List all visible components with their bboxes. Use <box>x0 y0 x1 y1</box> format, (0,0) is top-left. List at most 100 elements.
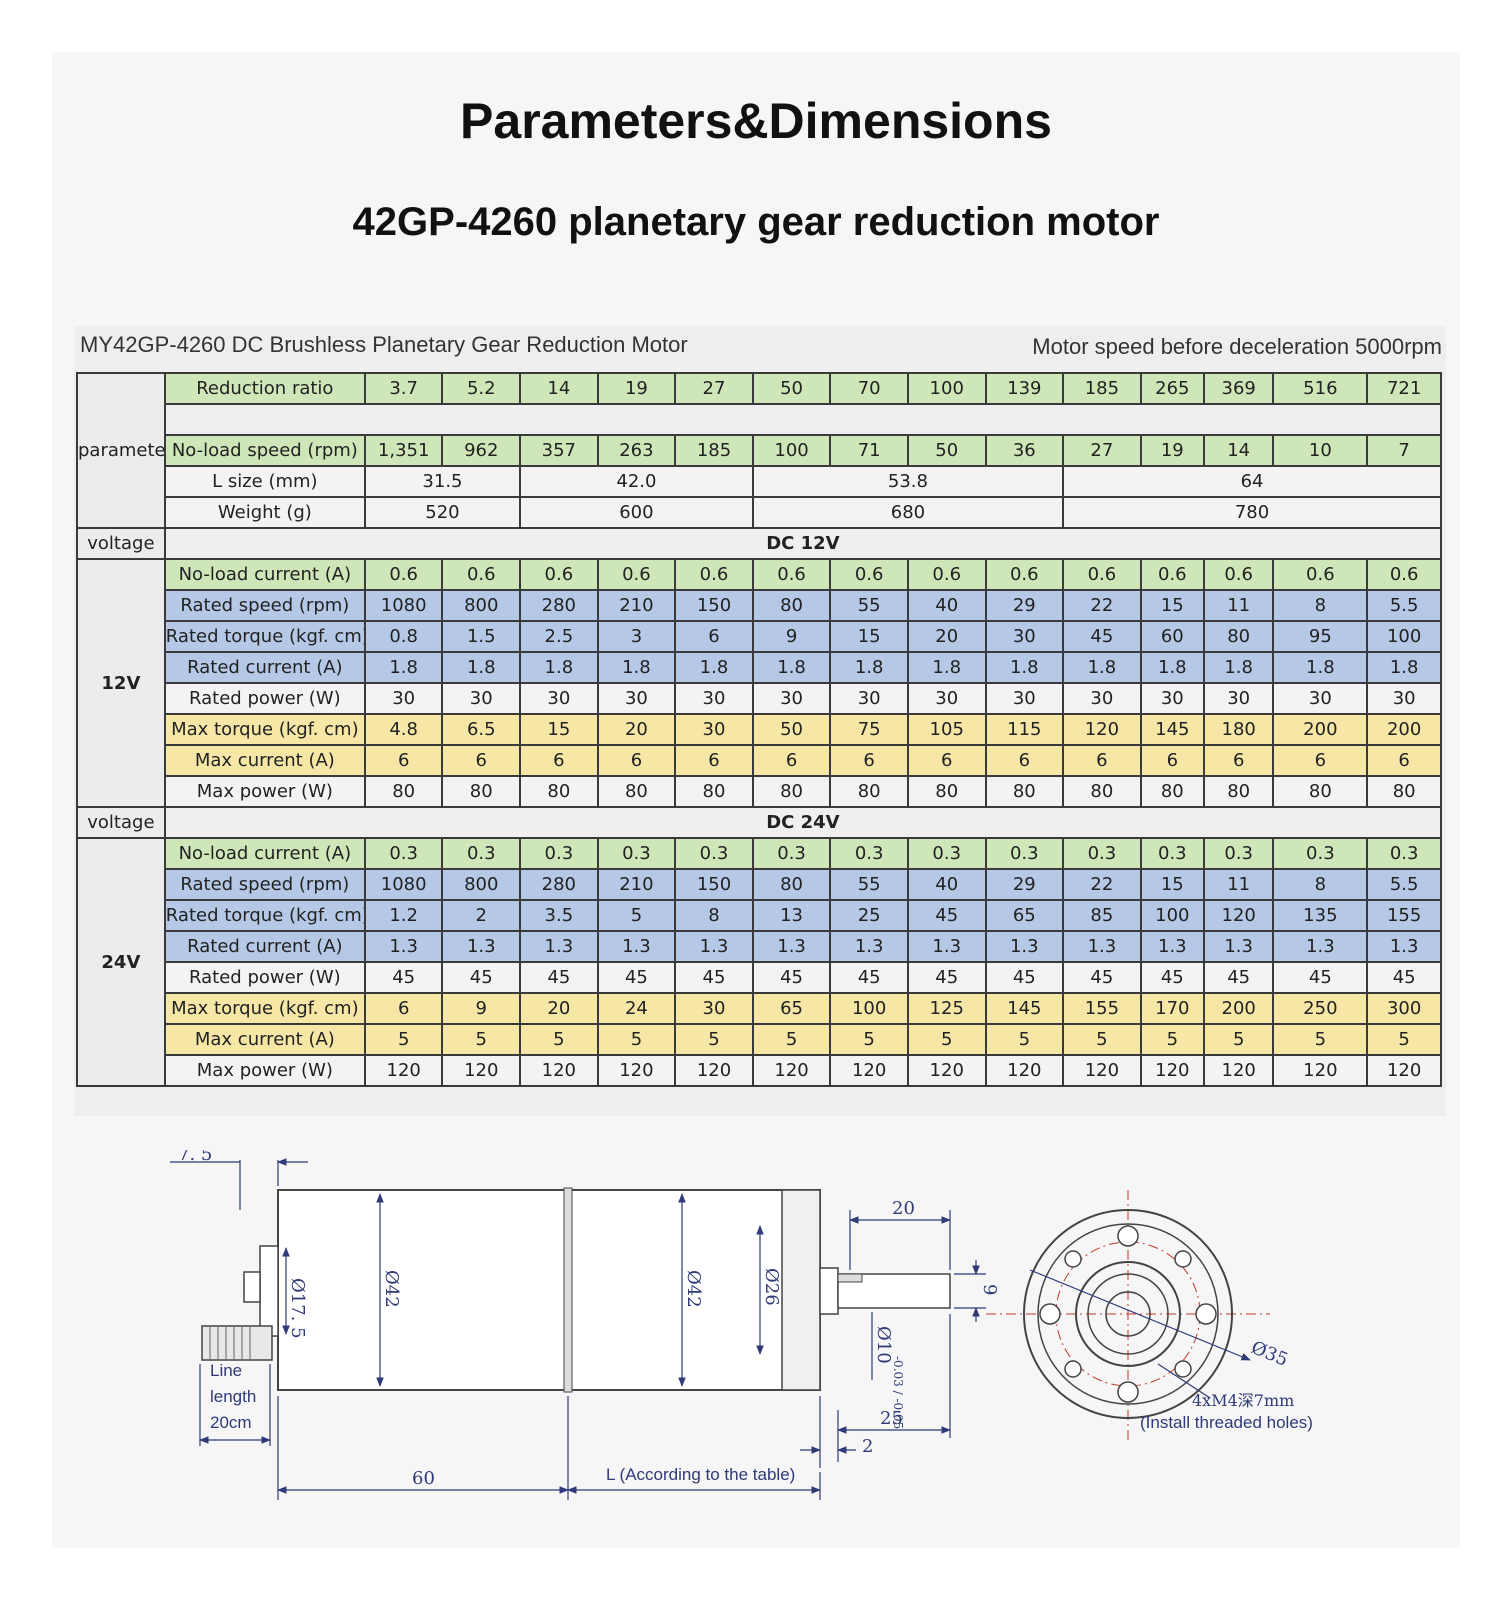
max-power-cell: 120 <box>519 1054 599 1087</box>
rated-power-cell: 45 <box>906 961 987 994</box>
noload-speed-cell: 36 <box>984 434 1065 467</box>
noload-current-cell: 0.3 <box>751 837 832 870</box>
reduction-ratio-cell: 3.7 <box>363 372 444 405</box>
rated-speed-cell: 800 <box>441 868 522 901</box>
rated-power-cell: 45 <box>1139 961 1205 994</box>
max-torque-cell: 145 <box>1139 713 1205 746</box>
weight-label: Weight (g) <box>163 496 366 529</box>
rated-torque-cell: 25 <box>829 899 909 932</box>
table-row: Rated torque (kgf. cm) 1.2 2 3.5 5 8 13 25 45 65 8… <box>77 899 1442 932</box>
rated-torque-cell: 135 <box>1272 899 1369 932</box>
max-torque-label: Max torque (kgf. cm) <box>163 992 366 1025</box>
max-current-cell: 5 <box>674 1023 754 1056</box>
max-torque-cell: 125 <box>906 992 987 1025</box>
rated-torque-cell: 20 <box>906 620 987 653</box>
table-row: Rated current (A) 1.3 1.3 1.3 1.3 1.3 1.3 1.3 1.… <box>77 930 1442 963</box>
noload-speed-cell: 962 <box>441 434 522 467</box>
table-row: Max torque (kgf. cm) 6 9 20 24 30 65 100 125 145 1… <box>77 992 1442 1025</box>
noload-current-cell: 0.3 <box>1139 837 1205 870</box>
voltage-label: voltage <box>76 527 166 560</box>
voltage-label: voltage <box>76 806 166 839</box>
sheet-caption-right: Motor speed before deceleration 5000rpm <box>1032 334 1442 359</box>
max-current-cell: 5 <box>1062 1023 1142 1056</box>
rated-power-cell: 30 <box>751 682 832 715</box>
max-current-cell: 5 <box>441 1023 522 1056</box>
noload-current-cell: 0.6 <box>519 558 599 591</box>
noload-speed-cell: 185 <box>674 434 754 467</box>
max-power-cell: 80 <box>751 775 832 808</box>
max-torque-cell: 200 <box>1272 713 1369 746</box>
rated-current-cell: 1.3 <box>441 930 522 963</box>
reduction-ratio-label: Reduction ratio <box>163 372 366 405</box>
table-row: L size (mm) 31.5 42.0 53.8 64 <box>77 465 1442 498</box>
max-torque-cell: 65 <box>751 992 832 1025</box>
rated-torque-cell: 30 <box>984 620 1065 653</box>
rated-torque-cell: 5 <box>596 899 677 932</box>
rated-speed-cell: 29 <box>984 868 1065 901</box>
reduction-ratio-cell: 14 <box>519 372 599 405</box>
rated-current-cell: 1.3 <box>751 930 832 963</box>
dim-60: 60 <box>412 1468 435 1489</box>
rated-torque-cell: 100 <box>1139 899 1205 932</box>
weight-cell: 680 <box>751 496 1065 529</box>
rated-current-cell: 1.3 <box>363 930 444 963</box>
max-power-cell: 80 <box>1202 775 1275 808</box>
noload-current-cell: 0.6 <box>1139 558 1205 591</box>
dimension-drawing: 7. 5 Ø17. 5 Ø42 Ø42 Ø26 Ø10 -0.03 / -0.0… <box>170 1150 1313 1500</box>
table-row: Max power (W) 80 80 80 80 80 80 80 80 80 80 80 80 80 8… <box>77 775 1442 808</box>
rated-torque-cell: 2.5 <box>519 620 599 653</box>
noload-current-cell: 0.3 <box>441 837 522 870</box>
table-row: Rated current (A) 1.8 1.8 1.8 1.8 1.8 1.8 1.8 1.… <box>77 651 1442 684</box>
rated-speed-cell: 11 <box>1202 868 1275 901</box>
lsize-label: L size (mm) <box>163 465 366 498</box>
table-row: Max power (W) 120 120 120 120 120 120 120 120 120… <box>77 1054 1442 1087</box>
rated-speed-cell: 280 <box>519 868 599 901</box>
rated-current-cell: 1.3 <box>1366 930 1442 963</box>
rated-power-cell: 30 <box>363 682 444 715</box>
weight-cell: 780 <box>1062 496 1442 529</box>
max-power-cell: 80 <box>363 775 444 808</box>
reduction-ratio-cell: 5.2 <box>441 372 522 405</box>
reduction-ratio-cell: 369 <box>1202 372 1275 405</box>
max-current-cell: 6 <box>363 744 444 777</box>
max-power-cell: 120 <box>363 1054 444 1087</box>
rated-power-cell: 30 <box>674 682 754 715</box>
max-torque-cell: 20 <box>519 992 599 1025</box>
rated-speed-label: Rated speed (rpm) <box>163 589 366 622</box>
dim-phi10: Ø10 <box>873 1326 894 1364</box>
rated-speed-cell: 1080 <box>363 868 444 901</box>
rated-current-label: Rated current (A) <box>163 651 366 684</box>
rated-current-cell: 1.3 <box>829 930 909 963</box>
rated-current-cell: 1.8 <box>984 651 1065 684</box>
max-power-cell: 80 <box>906 775 987 808</box>
rated-power-cell: 30 <box>1062 682 1142 715</box>
rated-current-cell: 1.3 <box>1202 930 1275 963</box>
rated-power-cell: 30 <box>1366 682 1442 715</box>
max-power-cell: 80 <box>829 775 909 808</box>
max-power-cell: 120 <box>1062 1054 1142 1087</box>
max-current-cell: 6 <box>1062 744 1142 777</box>
dim-tolerance: -0.03 / -0.05 <box>891 1356 905 1429</box>
rated-torque-label: Rated torque (kgf. cm) <box>163 899 366 932</box>
max-power-cell: 120 <box>674 1054 754 1087</box>
rated-current-cell: 1.8 <box>441 651 522 684</box>
rated-torque-cell: 85 <box>1062 899 1142 932</box>
lsize-cell: 31.5 <box>363 465 522 498</box>
noload-speed-cell: 50 <box>906 434 987 467</box>
noload-current-label: No-load current (A) <box>163 558 366 591</box>
max-current-label: Max current (A) <box>163 1023 366 1056</box>
max-torque-cell: 75 <box>829 713 909 746</box>
dim-9: 9 <box>979 1284 1000 1295</box>
rated-speed-cell: 15 <box>1139 868 1205 901</box>
voltage-group-label: 24V <box>76 837 166 1087</box>
dim-2: 2 <box>862 1436 873 1457</box>
dim-phi35: Ø35 <box>1248 1337 1291 1371</box>
noload-current-cell: 0.6 <box>1366 558 1442 591</box>
rated-power-cell: 45 <box>596 961 677 994</box>
max-current-cell: 5 <box>596 1023 677 1056</box>
rated-power-cell: 45 <box>1202 961 1275 994</box>
noload-current-cell: 0.3 <box>519 837 599 870</box>
max-power-cell: 120 <box>906 1054 987 1087</box>
table-row: parameter Reduction ratio 3.7 5.2 14 19 27 50 70… <box>76 372 1442 529</box>
rated-current-cell: 1.8 <box>1139 651 1205 684</box>
